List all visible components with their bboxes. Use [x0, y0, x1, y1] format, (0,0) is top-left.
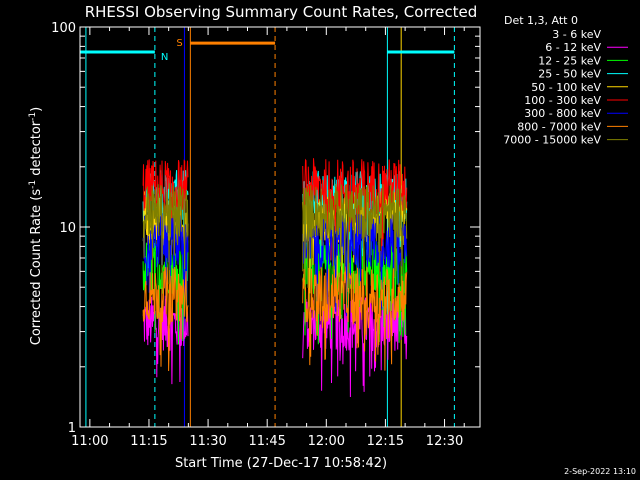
legend-title: Det 1,3, Att 0: [504, 14, 578, 27]
x-axis-label: Start Time (27-Dec-17 10:58:42): [175, 456, 387, 471]
series-6-segment-0: [142, 213, 189, 314]
plot-area: NS: [80, 27, 455, 427]
y-tick-label-1: 10: [59, 221, 76, 236]
series-4-segment-0: [142, 190, 189, 268]
x-tick-label-4: 12:00: [308, 434, 345, 449]
series-5-segment-1: [302, 158, 408, 261]
x-tick-label-6: 12:30: [426, 434, 463, 449]
y-tick-label-2: 100: [51, 21, 76, 36]
series-8: [142, 183, 408, 289]
series-8-segment-0: [142, 183, 189, 288]
x-tick-label-0: 11:00: [71, 434, 108, 449]
plot-frame: [79, 26, 481, 428]
axes: 11:00 11:15 11:30 11:45 12:00 12:15 12:30 1 10 10…: [51, 21, 480, 449]
y-axis-label: Corrected Count Rate (s-1 detector-1): [28, 107, 44, 345]
footer-date: 2-Sep-2022 13:10: [564, 467, 636, 476]
series-1-segment-1: [302, 295, 408, 398]
legend-item-3: 25 - 50 keV: [538, 68, 601, 81]
chart-title: RHESSI Observing Summary Count Rates, Co…: [85, 3, 478, 21]
legend-item-7: 800 - 7000 keV: [517, 120, 601, 133]
legend-item-4: 50 - 100 keV: [531, 81, 601, 94]
legend-item-8: 7000 - 15000 keV: [503, 134, 601, 147]
saa-bar-label: S: [176, 38, 182, 49]
series-8-segment-1: [302, 183, 408, 289]
legend-item-2: 12 - 25 keV: [538, 54, 601, 67]
x-tick-label-2: 11:30: [189, 434, 226, 449]
x-tick-label-5: 12:15: [367, 434, 404, 449]
legend-item-6: 300 - 800 keV: [524, 107, 601, 120]
y-axis-label-mid: detector: [29, 120, 44, 180]
x-tick-label-3: 11:45: [248, 434, 285, 449]
y-tick-label-0: 1: [68, 421, 76, 436]
y-axis-label-end: ): [29, 107, 44, 112]
y-axis-label-sup2: -1: [28, 112, 38, 121]
legend-item-1: 6 - 12 keV: [545, 41, 601, 54]
y-axis-label-main: Corrected Count Rate (s: [29, 189, 44, 346]
legend-item-0: 3 - 6 keV: [552, 28, 601, 41]
series-7: [142, 266, 408, 372]
series-7-segment-0: [142, 266, 189, 372]
night-bar-label-0: N: [161, 52, 168, 63]
series-7-segment-1: [302, 266, 408, 371]
x-tick-label-1: 11:15: [130, 434, 167, 449]
legend-item-5: 100 - 300 keV: [524, 94, 601, 107]
y-axis-label-sup1: -1: [28, 180, 38, 189]
series-2-segment-1: [302, 239, 408, 345]
